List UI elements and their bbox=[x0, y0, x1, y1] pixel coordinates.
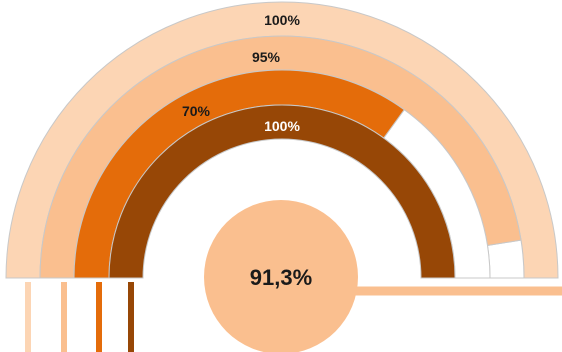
ring-track-2 bbox=[487, 240, 524, 278]
ring-stem-2 bbox=[61, 282, 67, 352]
ring-label-4: 100% bbox=[264, 118, 300, 134]
ring-label-3: 70% bbox=[182, 103, 211, 119]
stem-group bbox=[25, 282, 134, 352]
ring-stem-4 bbox=[128, 282, 134, 352]
center-value-label: 91,3% bbox=[250, 265, 312, 290]
ring-stem-3 bbox=[96, 282, 102, 352]
ring-label-2: 95% bbox=[252, 49, 281, 65]
ring-stem-1 bbox=[25, 282, 31, 352]
ring-label-1: 100% bbox=[264, 12, 300, 28]
